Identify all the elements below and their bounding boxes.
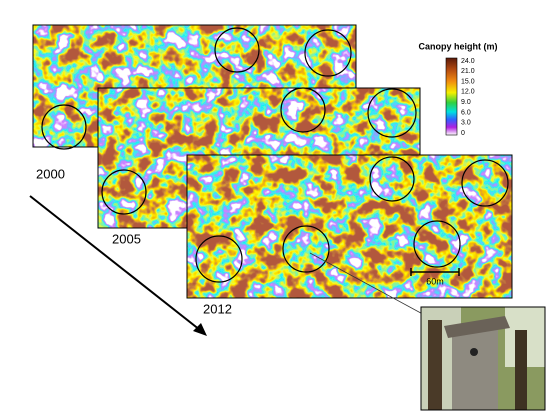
legend-tick-label: 3.0 [461,120,471,127]
legend-tick-label: 24.0 [461,58,475,65]
legend-title: Canopy height (m) [419,41,498,51]
legend-tick-label: 21.0 [461,68,475,75]
legend: Canopy height (m) 24.0 21.0 15.0 12.0 9.0 6.0… [419,41,498,136]
plot-circle [195,235,243,283]
photo-hole [470,348,478,356]
year-label: 2000 [36,166,65,181]
plot-circle [280,87,326,133]
photo-branch [428,320,442,410]
photo-branch [515,330,527,410]
plot-circle [461,159,509,207]
legend-tick-label: 15.0 [461,78,475,85]
year-label: 2005 [112,231,141,246]
plot-circle [282,225,330,273]
plot-circle [41,104,87,150]
plot-circle [214,27,260,73]
year-label: 2012 [203,301,232,316]
plot-circle [413,220,461,268]
photo-border [420,306,546,411]
legend-tick-label: 0 [461,130,465,137]
time-arrow [29,195,201,331]
arrow-head [193,323,207,336]
plot-circle [304,29,352,77]
leader-line [309,252,431,319]
nest-box-photo [420,306,546,411]
plot-circle [369,156,415,202]
plot-circle [367,88,417,138]
plot-circle [101,169,147,215]
colorbar [445,57,458,136]
scale-label: 60m [426,276,444,286]
map-2012: 60m [186,154,513,299]
legend-tick-label: 6.0 [461,109,471,116]
photo-box [452,330,498,410]
map-border [186,154,513,299]
photo-roof [444,316,510,338]
legend-tick-label: 12.0 [461,89,475,96]
legend-tick-label: 9.0 [461,99,471,106]
